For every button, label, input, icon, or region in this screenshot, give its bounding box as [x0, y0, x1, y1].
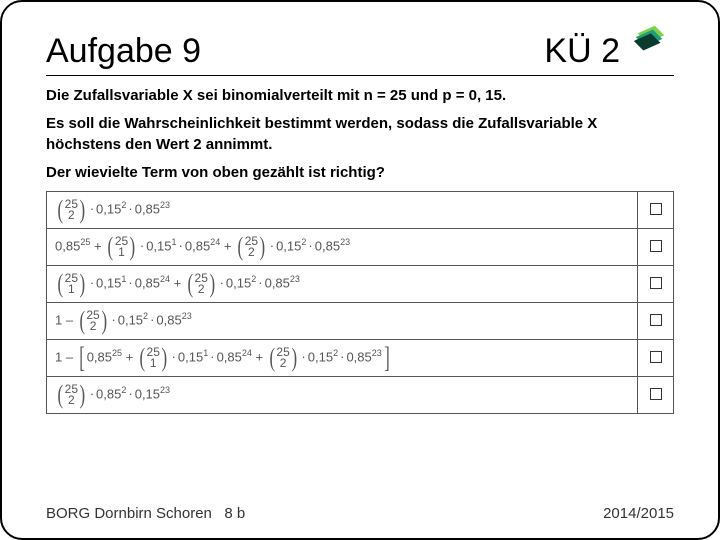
intro-text-1: Die Zufallsvariable X sei binomialvertei…	[46, 86, 674, 106]
option-checkbox-cell	[638, 266, 674, 303]
intro-text-2: Es soll die Wahrscheinlichkeit bestimmt …	[46, 114, 674, 155]
slide-frame: Aufgabe 9 KÜ 2 Die Zufallsvariable X sei…	[0, 0, 720, 540]
option-checkbox-cell	[638, 377, 674, 414]
footer-year: 2014/2015	[603, 505, 674, 522]
option-expression: 0,8525 + (251)·0,151·0,8524 + (252)·0,15…	[47, 229, 638, 266]
checkbox-icon[interactable]	[650, 277, 662, 289]
option-expression: (252)·0,852·0,1523	[47, 377, 638, 414]
checkbox-icon[interactable]	[650, 203, 662, 215]
checkbox-icon[interactable]	[650, 314, 662, 326]
option-checkbox-cell	[638, 340, 674, 377]
option-row: (252)·0,852·0,1523	[47, 377, 674, 414]
option-expression: (251)·0,151·0,8524 + (252)·0,152·0,8523	[47, 266, 638, 303]
section-code: KÜ 2	[544, 32, 620, 71]
option-checkbox-cell	[638, 303, 674, 340]
option-row: 1 – [0,8525 + (251)·0,151·0,8524 + (252)…	[47, 340, 674, 377]
option-expression: 1 – (252)·0,152·0,8523	[47, 303, 638, 340]
checkbox-icon[interactable]	[650, 388, 662, 400]
option-checkbox-cell	[638, 192, 674, 229]
header-row: Aufgabe 9 KÜ 2	[46, 32, 674, 76]
option-checkbox-cell	[638, 229, 674, 266]
task-title: Aufgabe 9	[46, 32, 201, 71]
checkbox-icon[interactable]	[650, 240, 662, 252]
option-expression: (252)·0,152·0,8523	[47, 192, 638, 229]
option-row: 1 – (252)·0,152·0,8523	[47, 303, 674, 340]
logo-icon	[626, 20, 674, 60]
footer-row: BORG Dornbirn Schoren 8 b 2014/2015	[46, 505, 674, 522]
question-text: Der wievielte Term von oben gezählt ist …	[46, 163, 674, 183]
option-row: (252)·0,152·0,8523	[47, 192, 674, 229]
footer-school: BORG Dornbirn Schoren 8 b	[46, 505, 245, 522]
header-right: KÜ 2	[544, 32, 674, 71]
checkbox-icon[interactable]	[650, 351, 662, 363]
answer-options-table: (252)·0,152·0,85230,8525 + (251)·0,151·0…	[46, 191, 674, 414]
option-row: (251)·0,151·0,8524 + (252)·0,152·0,8523	[47, 266, 674, 303]
option-expression: 1 – [0,8525 + (251)·0,151·0,8524 + (252)…	[47, 340, 638, 377]
option-row: 0,8525 + (251)·0,151·0,8524 + (252)·0,15…	[47, 229, 674, 266]
